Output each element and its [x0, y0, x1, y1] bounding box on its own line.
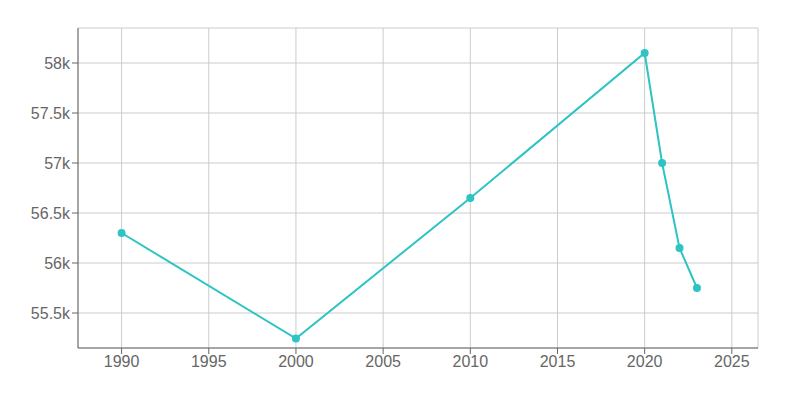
svg-text:2015: 2015: [540, 353, 576, 370]
svg-text:2025: 2025: [714, 353, 750, 370]
svg-text:2010: 2010: [453, 353, 489, 370]
svg-text:56k: 56k: [44, 255, 71, 272]
svg-text:57.5k: 57.5k: [31, 105, 71, 122]
svg-text:56.5k: 56.5k: [31, 205, 71, 222]
svg-text:2000: 2000: [278, 353, 314, 370]
svg-text:2020: 2020: [627, 353, 663, 370]
svg-text:1995: 1995: [191, 353, 227, 370]
svg-text:1990: 1990: [104, 353, 140, 370]
svg-text:57k: 57k: [44, 155, 71, 172]
svg-text:2005: 2005: [365, 353, 401, 370]
svg-text:55.5k: 55.5k: [31, 305, 71, 322]
svg-text:58k: 58k: [44, 55, 71, 72]
